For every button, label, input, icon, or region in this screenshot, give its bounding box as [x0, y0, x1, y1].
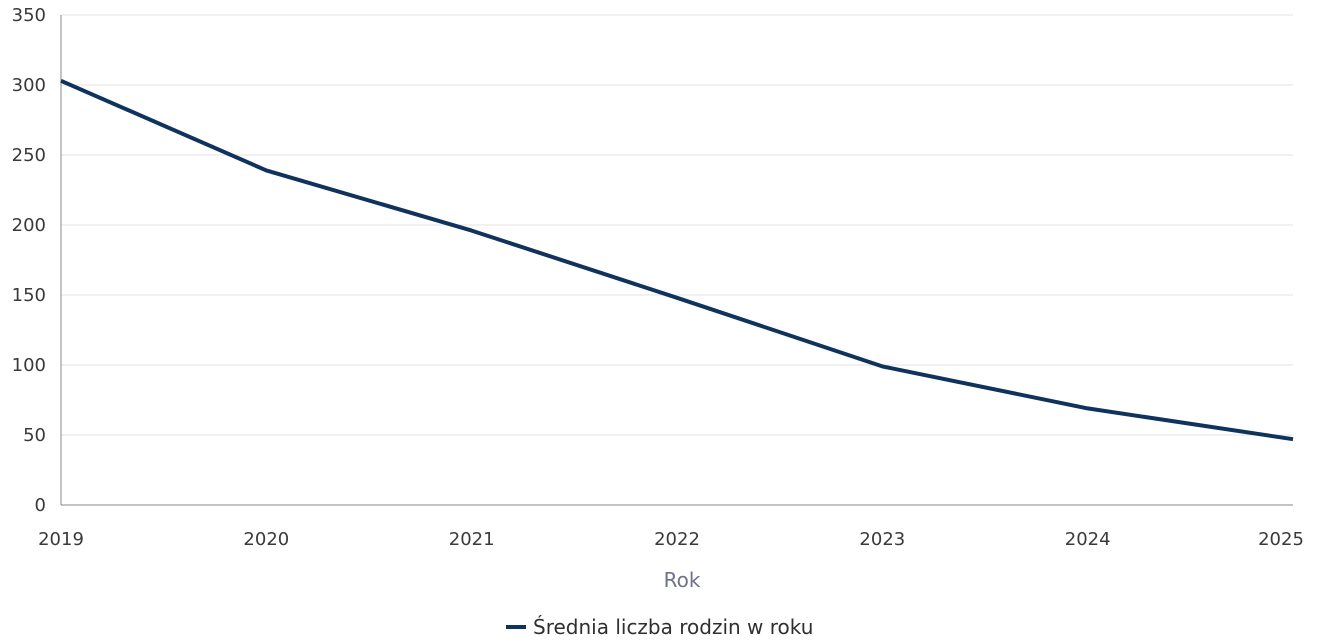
x-tick-labels: 2019 2020 2021 2022 2023 2024 2025	[38, 529, 1304, 550]
legend-label: Średnia liczba rodzin w roku	[533, 615, 813, 639]
y-tick-labels: 0 50 100 150 200 250 300 350	[12, 5, 46, 516]
data-point[interactable]	[1287, 433, 1299, 445]
x-tick-label: 2022	[654, 529, 700, 550]
gridlines	[61, 14, 1293, 436]
legend[interactable]: Średnia liczba rodzin w roku	[506, 615, 813, 639]
axes	[60, 15, 1293, 506]
x-tick-label: 2021	[449, 529, 495, 550]
data-point[interactable]	[55, 75, 67, 87]
x-axis-title: Rok	[664, 568, 701, 592]
data-point[interactable]	[671, 292, 683, 304]
data-point[interactable]	[876, 360, 888, 372]
x-tick-label: 2019	[38, 529, 84, 550]
data-point[interactable]	[260, 164, 272, 176]
y-tick-label: 250	[12, 145, 46, 166]
data-point[interactable]	[466, 225, 478, 237]
y-tick-label: 300	[12, 75, 46, 96]
y-tick-label: 150	[12, 285, 46, 306]
x-tick-label: 2020	[243, 529, 289, 550]
y-tick-label: 200	[12, 215, 46, 236]
data-point[interactable]	[1082, 402, 1094, 414]
y-tick-label: 350	[12, 5, 46, 26]
y-tick-label: 50	[23, 425, 46, 446]
series-lines	[55, 75, 1299, 445]
y-tick-label: 0	[35, 495, 46, 516]
x-tick-label: 2023	[859, 529, 905, 550]
x-tick-label: 2025	[1258, 529, 1304, 550]
y-tick-label: 100	[12, 355, 46, 376]
series-line[interactable]	[60, 78, 1294, 442]
x-tick-label: 2024	[1065, 529, 1111, 550]
